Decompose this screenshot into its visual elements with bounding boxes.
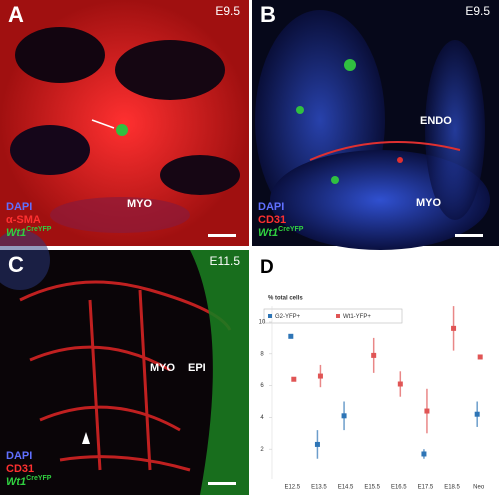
region-label: MYO [416,197,442,209]
legend-label: G2-YFP+ [275,314,301,320]
reporter-label: Wt1CreYFP [6,475,52,488]
point [477,354,483,360]
panel-letter: B [260,2,276,27]
x-tick-label: E13.5 [311,485,327,491]
stage-label: E9.5 [465,4,490,18]
x-tick-label: E12.5 [284,485,300,491]
stain-label: DAPI [258,201,284,213]
panel-letter: C [8,252,24,277]
y-tick-label: 6 [260,383,264,389]
reporter-sup: CreYFP [26,226,52,233]
point [314,441,320,447]
legend-label: Wt1-YFP+ [343,314,371,320]
reporter: Wt1 [6,476,26,488]
y-axis-title: % total cells [268,296,303,302]
x-tick-label: E18.5 [444,485,460,491]
region-label: MYO [150,362,176,374]
stain-label: DAPI [6,201,32,213]
y-tick-label: 10 [259,320,266,326]
point [451,325,457,331]
stage-label: E11.5 [210,254,241,268]
point [474,411,480,417]
region-label: MYO [127,198,153,210]
image-b [252,0,499,250]
reporter: Wt1 [258,227,278,239]
reporter-label: Wt1CreYFP [6,226,52,239]
point [424,408,430,414]
chart: 2 4 6 8 10 E12.5 E13.5 E14.5 E15.5 E16.5 E17.5 E18.… [259,306,485,491]
stain-label: CD31 [6,463,34,475]
legend-swatch [336,314,340,318]
panel-letter: D [260,257,274,278]
x-tick-label: E16.5 [391,485,407,491]
stain-label: α-SMA [6,214,41,226]
x-tick-label: E14.5 [338,485,354,491]
stain-label: CD31 [258,214,286,226]
image-c [0,230,249,495]
legend-swatch [268,314,272,318]
reporter-sup: CreYFP [26,475,52,482]
point [397,381,403,387]
point [317,373,323,379]
point [341,413,347,419]
x-tick-label: E15.5 [364,485,380,491]
y-tick-label: 2 [260,447,264,453]
point [371,352,377,358]
reporter-label: Wt1CreYFP [258,226,304,239]
point [291,376,297,382]
point [421,451,427,457]
stage-label: E9.5 [215,4,240,18]
point [288,333,294,339]
image-a [0,0,249,246]
y-tick-label: 8 [260,351,264,357]
stain-label: DAPI [6,450,32,462]
y-tick-label: 4 [260,415,264,421]
region-label: ENDO [420,115,452,127]
reporter: Wt1 [6,227,26,239]
legend-box [263,308,403,324]
reporter-sup: CreYFP [278,226,304,233]
x-tick-label: Neo [473,485,485,491]
x-tick-label: E17.5 [418,485,434,491]
region-label: EPI [188,362,206,374]
panel-letter: A [8,2,24,27]
